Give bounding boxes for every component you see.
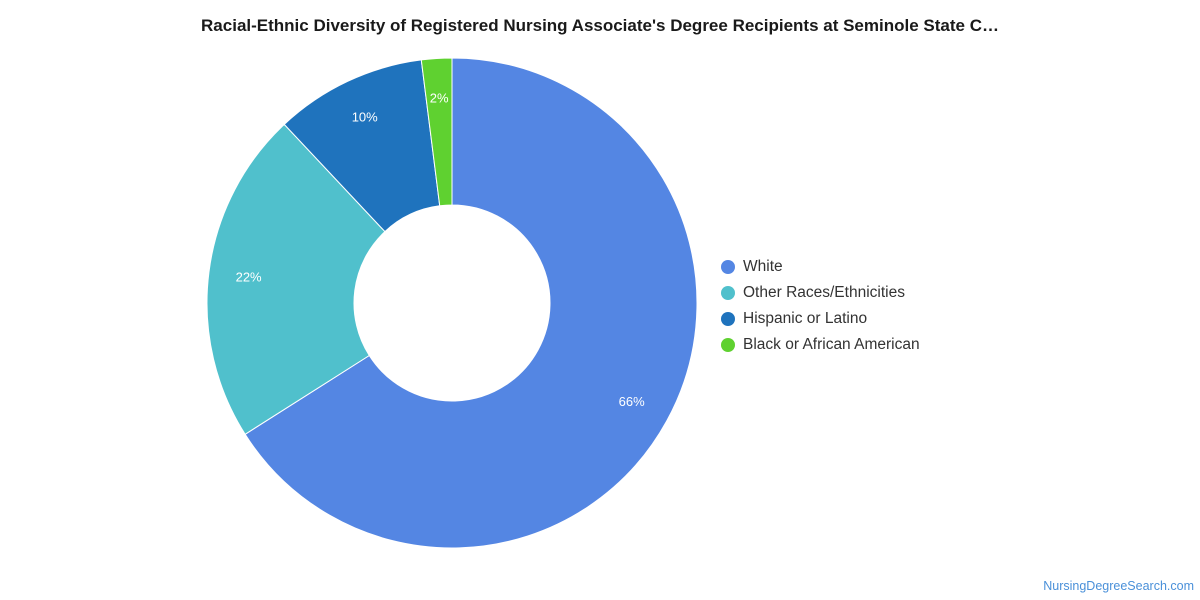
pie-slice-white[interactable] <box>244 57 698 549</box>
pie-slice-other-races-ethnicities[interactable] <box>206 123 386 435</box>
legend-item-other-races[interactable]: Other Races/Ethnicities <box>721 280 920 306</box>
legend-label: Black or African American <box>743 336 920 353</box>
legend-label: Hispanic or Latino <box>743 310 868 327</box>
legend-swatch <box>721 260 735 274</box>
legend-swatch <box>721 338 735 352</box>
legend-item-white[interactable]: White <box>721 254 920 280</box>
slice-data-label: 66% <box>619 394 645 409</box>
pie-slice-black-or-african-american[interactable] <box>420 57 453 207</box>
slice-data-label: 22% <box>236 269 262 284</box>
watermark-link[interactable]: NursingDegreeSearch.com <box>1043 579 1194 593</box>
legend-label: White <box>743 258 783 275</box>
chart-title: Racial-Ethnic Diversity of Registered Nu… <box>201 16 999 35</box>
legend-item-hispanic[interactable]: Hispanic or Latino <box>721 306 920 332</box>
legend-label: Other Races/Ethnicities <box>743 284 905 301</box>
legend: White Other Races/Ethnicities Hispanic o… <box>721 254 920 358</box>
legend-swatch <box>721 286 735 300</box>
legend-item-black[interactable]: Black or African American <box>721 332 920 358</box>
legend-swatch <box>721 312 735 326</box>
slice-data-label: 10% <box>352 110 378 125</box>
slice-data-label: 2% <box>430 90 449 105</box>
